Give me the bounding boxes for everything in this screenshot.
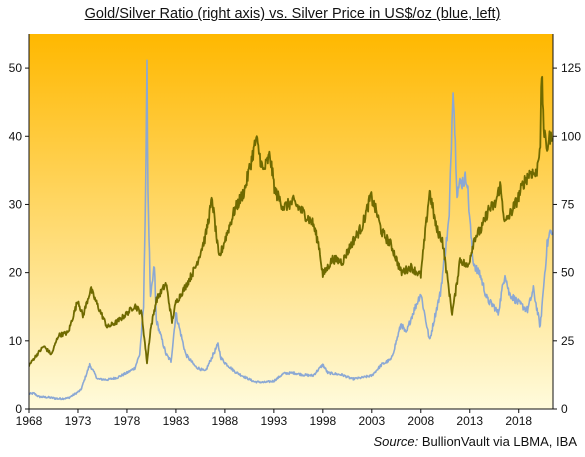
- source-label: Source:: [373, 434, 419, 449]
- x-tick-label: 1978: [114, 414, 141, 428]
- y-left-tick-label: 0: [15, 402, 22, 416]
- y-right-tick-label: 125: [561, 61, 581, 75]
- x-tick-label: 2003: [358, 414, 385, 428]
- x-tick-label: 1988: [212, 414, 239, 428]
- x-tick-label: 1983: [163, 414, 190, 428]
- source-note: Source: BullionVault via LBMA, IBA: [373, 434, 577, 449]
- silver-price-line: [29, 59, 553, 401]
- x-tick-label: 2013: [456, 414, 483, 428]
- y-left-tick-label: 40: [9, 129, 23, 143]
- y-left-tick-label: 50: [9, 61, 23, 75]
- y-right-tick-label: 50: [561, 266, 575, 280]
- y-left-tick-label: 20: [9, 266, 23, 280]
- x-tick-label: 2018: [505, 414, 532, 428]
- x-tick-label: 1998: [309, 414, 336, 428]
- y-right-tick-label: 100: [561, 129, 581, 143]
- y-left-tick-label: 30: [9, 197, 23, 211]
- x-tick-label: 1993: [261, 414, 288, 428]
- gold-silver-ratio-line: [29, 75, 553, 367]
- source-text: BullionVault via LBMA, IBA: [421, 434, 577, 449]
- x-tick-label: 2008: [407, 414, 434, 428]
- x-tick-label: 1973: [65, 414, 92, 428]
- chart-title: Gold/Silver Ratio (right axis) vs. Silve…: [84, 6, 501, 22]
- plot-area: [29, 34, 553, 409]
- y-right-tick-label: 0: [561, 402, 568, 416]
- y-left-tick-label: 10: [9, 334, 23, 348]
- y-right-tick-label: 75: [561, 197, 575, 211]
- y-right-tick-label: 25: [561, 334, 575, 348]
- x-tick-label: 1968: [16, 414, 43, 428]
